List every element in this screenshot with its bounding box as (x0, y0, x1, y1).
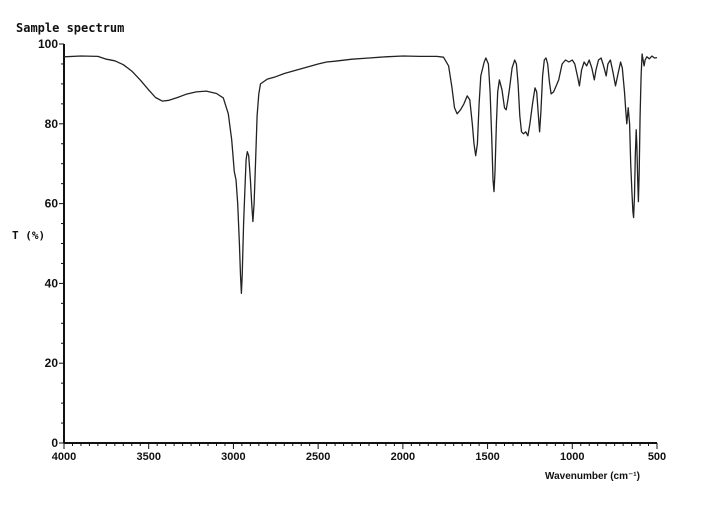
x-tick-label: 3500 (136, 451, 160, 463)
y-tick-label: 100 (38, 37, 58, 51)
spectrum-line (63, 53, 658, 295)
y-tick-label: 40 (45, 276, 59, 290)
y-axis-label: T (%) (12, 229, 45, 242)
chart-title: Sample spectrum (16, 21, 124, 35)
x-tick-label: 1000 (560, 451, 584, 463)
x-tick-label: 2500 (306, 451, 330, 463)
y-tick-label: 80 (45, 117, 59, 131)
x-tick-label: 4000 (52, 451, 76, 463)
axes (63, 44, 657, 444)
x-tick-label: 1500 (475, 451, 499, 463)
y-tick-label: 0 (51, 436, 58, 450)
x-axis-label: Wavenumber (cm⁻¹) (545, 471, 640, 482)
plot-area (63, 53, 658, 295)
x-tick-label: 2000 (391, 451, 415, 463)
y-tick-label: 60 (45, 197, 59, 211)
y-tick-label: 20 (45, 356, 59, 370)
x-tick-label: 500 (648, 451, 666, 463)
ticks: 0 20 40 60 80 100 4000 3500 3000 2500 2000 1500 1000… (38, 37, 666, 463)
x-tick-label: 3000 (221, 451, 245, 463)
